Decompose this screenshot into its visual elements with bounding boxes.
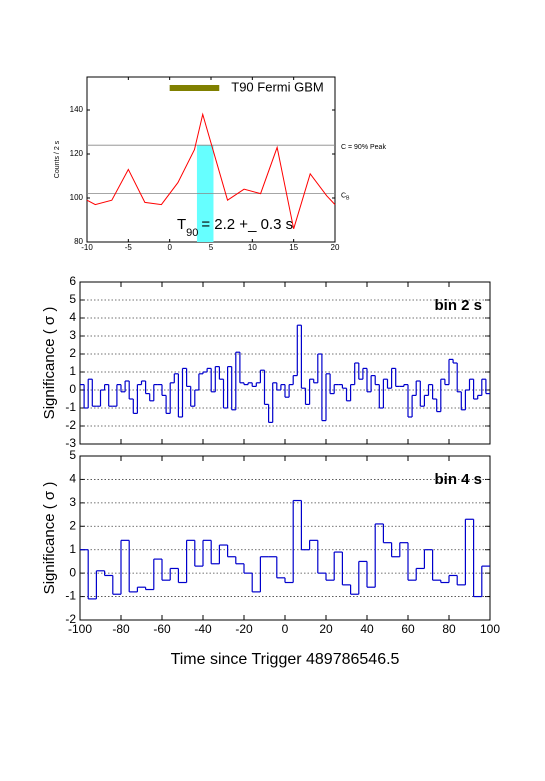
x-tick-label: -80	[112, 622, 130, 636]
t90-text: T	[177, 216, 186, 233]
x-tick-label: -20	[235, 622, 253, 636]
y-axis-label: Significance ( σ )	[41, 482, 58, 595]
x-tick-label: 20	[331, 243, 340, 252]
y-tick-label: -2	[65, 612, 76, 626]
y-tick-label: 2	[69, 518, 76, 532]
y-tick-label: 0	[69, 565, 76, 579]
x-tick-label: 10	[248, 243, 257, 252]
x-tick-label: -40	[194, 622, 212, 636]
plot-frame	[79, 455, 491, 621]
y-tick-label: 3	[69, 328, 76, 342]
c-label: C = 90% Peak	[341, 144, 386, 151]
y-tick-label: -3	[65, 436, 76, 450]
x-tick-label: 20	[319, 622, 333, 636]
x-tick-label: 100	[480, 622, 500, 636]
y-tick-label: 100	[70, 193, 84, 202]
x-tick-label: 15	[289, 243, 298, 252]
x-tick-label: 60	[401, 622, 415, 636]
t90-sub: 90	[186, 227, 198, 239]
y-tick-label: 5	[69, 448, 76, 462]
y-tick-label: 1	[69, 542, 76, 556]
cb-label: CB	[341, 192, 350, 201]
panel-label: bin 4 s	[434, 471, 482, 488]
y-tick-label: 1	[69, 364, 76, 378]
data-line	[86, 112, 336, 229]
y-tick-label: 4	[69, 310, 76, 324]
y-tick-label: -2	[65, 418, 76, 432]
gbm-label: T90 Fermi GBM	[231, 79, 323, 94]
x-tick-label: 80	[442, 622, 456, 636]
y-axis-label: Counts / 2 s	[54, 140, 61, 178]
y-tick-label: -1	[65, 400, 76, 414]
panel-label: bin 2 s	[434, 297, 482, 314]
y-tick-label: 80	[74, 237, 83, 246]
y-tick-label: 140	[70, 105, 84, 114]
y-tick-label: 0	[69, 382, 76, 396]
y-tick-label: 5	[69, 292, 76, 306]
x-tick-label: -100	[68, 622, 92, 636]
x-axis-label: Time since Trigger 489786546.5	[171, 651, 400, 668]
y-axis-label: Significance ( σ )	[41, 307, 58, 420]
y-tick-label: 2	[69, 346, 76, 360]
x-tick-label: -10	[81, 243, 93, 252]
x-tick-label: -60	[153, 622, 171, 636]
y-tick-label: 6	[69, 274, 76, 288]
x-tick-label: -5	[125, 243, 133, 252]
cb-text: C	[341, 192, 346, 199]
y-tick-label: 3	[69, 495, 76, 509]
x-tick-label: 0	[282, 622, 289, 636]
y-tick-label: 120	[70, 149, 84, 158]
plot-frame	[79, 281, 491, 445]
t90-rest: = 2.2 +_ 0.3 s	[201, 216, 293, 233]
x-tick-label: 5	[209, 243, 214, 252]
y-tick-label: -1	[65, 589, 76, 603]
x-tick-label: 0	[167, 243, 172, 252]
y-tick-label: 4	[69, 472, 76, 486]
x-tick-label: 40	[360, 622, 374, 636]
t90-label: T90 = 2.2 +_ 0.3 s	[177, 216, 293, 239]
cb-sub: B	[346, 196, 350, 202]
